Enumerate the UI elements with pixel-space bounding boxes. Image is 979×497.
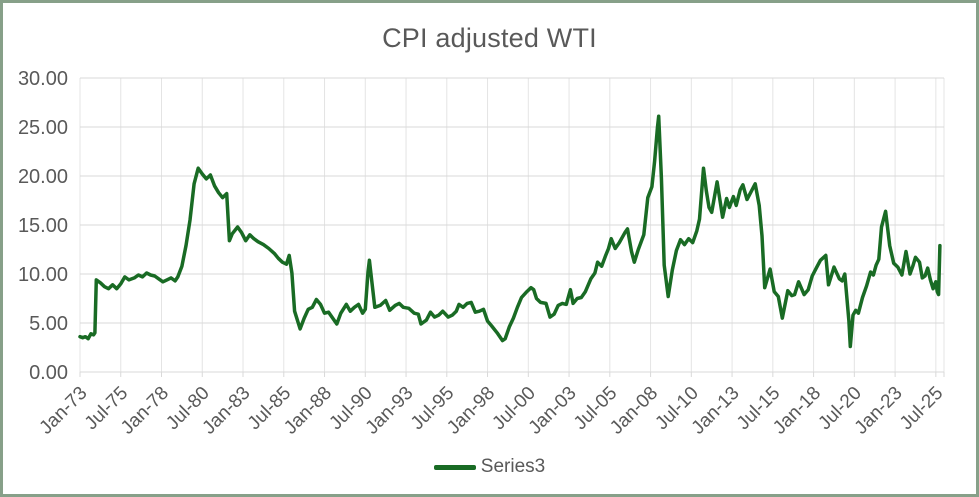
svg-text:5.00: 5.00: [29, 313, 68, 335]
y-gridlines: [80, 77, 944, 373]
x-axis-labels: Jan-73Jul-75Jan-78Jul-80Jan-83Jul-85Jan-…: [36, 383, 948, 439]
svg-text:15.00: 15.00: [18, 215, 68, 237]
y-axis-labels: 0.00 5.00 10.00 15.00 20.00 25.00 30.00: [18, 68, 68, 384]
svg-text:30.00: 30.00: [18, 68, 68, 90]
series-line: [78, 114, 942, 349]
svg-text:Jan-73: Jan-73: [36, 383, 92, 439]
plot-svg: 0.005.0010.0015.0020.0025.0030.00Jan-73J…: [18, 68, 948, 439]
svg-text:25.00: 25.00: [18, 117, 68, 139]
svg-text:20.00: 20.00: [18, 166, 68, 188]
legend-series-label: Series3: [480, 456, 546, 477]
svg-text:Jul-25: Jul-25: [896, 383, 947, 434]
chart-title: CPI adjusted WTI: [382, 23, 597, 53]
legend-line-swatch: [433, 464, 476, 470]
svg-text:10.00: 10.00: [18, 264, 68, 286]
x-gridlines: [79, 78, 945, 377]
svg-text:0.00: 0.00: [29, 362, 68, 384]
legend: Series3: [3, 454, 976, 480]
